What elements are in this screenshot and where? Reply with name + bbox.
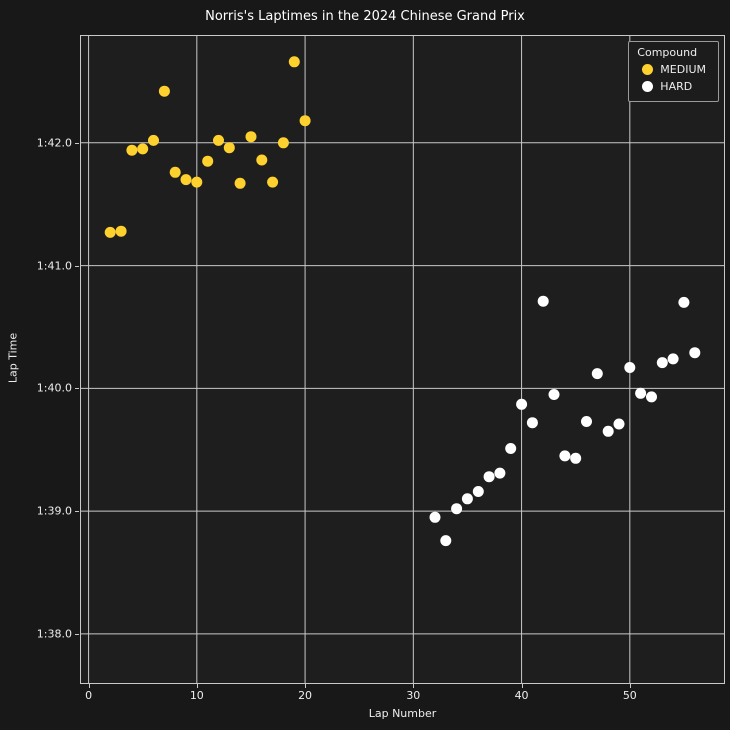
legend: Compound MEDIUM HARD	[628, 41, 719, 102]
data-point	[115, 225, 127, 237]
legend-entry-hard: HARD	[637, 78, 706, 95]
y-tick-label: 1:39.0	[36, 504, 72, 518]
data-point	[267, 176, 279, 188]
data-point	[461, 493, 473, 505]
data-point	[223, 142, 235, 154]
data-point	[591, 368, 603, 380]
y-tick-label: 1:40.0	[36, 381, 72, 395]
data-point	[169, 166, 181, 178]
data-point	[472, 486, 484, 497]
y-tick-label: 1:41.0	[36, 259, 72, 273]
data-point	[548, 389, 560, 400]
y-tick-mark	[75, 142, 79, 144]
data-point	[234, 177, 246, 189]
data-point	[245, 131, 257, 143]
x-axis-label: Lap Number	[368, 707, 437, 720]
x-tick-label: 30	[406, 689, 421, 702]
x-tick-label: 20	[298, 689, 313, 702]
x-tick-mark	[88, 684, 90, 688]
data-point	[646, 391, 657, 403]
x-tick-mark	[521, 684, 523, 688]
data-point	[602, 425, 614, 437]
x-tick-mark	[629, 684, 631, 688]
x-tick-label: 10	[189, 689, 204, 702]
data-point	[213, 134, 224, 146]
y-tick-label: 1:38.0	[36, 627, 72, 641]
data-point	[570, 452, 582, 464]
hard-compound-swatch-icon	[642, 81, 654, 92]
legend-label-medium: MEDIUM	[660, 63, 706, 76]
data-point	[516, 398, 528, 410]
data-point	[451, 503, 463, 515]
x-tick-mark	[305, 684, 307, 688]
legend-label-hard: HARD	[660, 80, 693, 93]
data-point	[180, 174, 192, 186]
data-point	[581, 416, 592, 427]
data-point	[202, 155, 214, 167]
x-tick-label: 40	[514, 689, 529, 702]
legend-title: Compound	[637, 46, 698, 59]
data-point	[288, 56, 300, 68]
plot-area: Compound MEDIUM HARD	[80, 35, 725, 684]
y-tick-label: 1:42.0	[36, 136, 72, 150]
y-axis-label: Lap Time	[6, 332, 20, 384]
series-medium	[104, 56, 311, 238]
x-tick-label: 0	[85, 689, 93, 702]
data-point	[613, 418, 625, 430]
data-point	[689, 347, 701, 359]
data-point	[483, 471, 495, 483]
data-point	[656, 357, 668, 369]
data-point	[191, 176, 203, 188]
x-tick-label: 50	[622, 689, 637, 702]
series-hard	[429, 295, 701, 547]
data-point	[526, 417, 538, 429]
data-point	[148, 134, 159, 146]
data-point	[277, 137, 289, 149]
data-point	[429, 511, 441, 523]
y-tick-mark	[75, 511, 79, 513]
data-point	[505, 443, 517, 454]
data-point	[440, 535, 452, 547]
data-point	[299, 115, 311, 127]
data-point	[537, 295, 549, 307]
plot-canvas	[81, 36, 724, 683]
data-point	[635, 387, 647, 399]
legend-entry-medium: MEDIUM	[637, 61, 706, 78]
x-tick-mark	[196, 684, 198, 688]
data-point	[126, 144, 138, 156]
data-point	[494, 467, 506, 479]
data-point	[559, 450, 571, 462]
y-tick-mark	[75, 388, 79, 390]
medium-compound-swatch-icon	[642, 64, 654, 75]
data-point	[104, 226, 116, 238]
y-tick-mark	[75, 265, 79, 267]
data-point	[667, 353, 679, 365]
data-point	[256, 154, 268, 166]
data-point	[158, 85, 170, 97]
data-point	[137, 143, 149, 155]
data-point	[678, 296, 690, 308]
chart-title: Norris's Laptimes in the 2024 Chinese Gr…	[205, 9, 525, 24]
data-point	[624, 362, 636, 373]
x-tick-mark	[413, 684, 415, 688]
y-tick-mark	[75, 633, 79, 635]
